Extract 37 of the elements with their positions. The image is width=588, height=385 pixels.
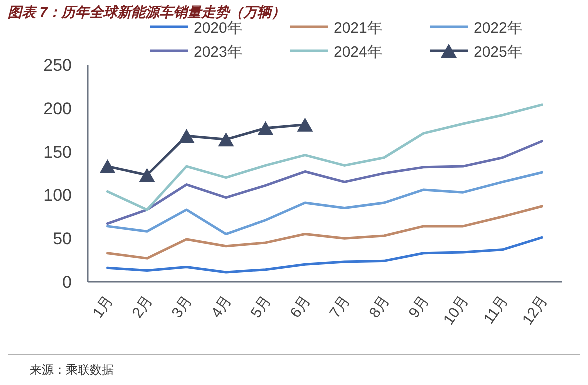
x-tick-label: 12月: [519, 292, 552, 328]
line-series: [106, 140, 544, 226]
line-series: [106, 104, 544, 212]
legend-label: 2023年: [194, 44, 242, 61]
legend-label: 2020年: [194, 20, 242, 37]
point: [297, 118, 314, 132]
legend-label: 2021年: [334, 20, 382, 37]
x-tick-label: 4月: [208, 292, 236, 322]
source-note: 来源：乘联数据: [30, 363, 114, 377]
y-tick-label: 100: [44, 186, 72, 206]
point: [100, 160, 116, 174]
y-tick-label: 250: [44, 56, 72, 75]
legend-label: 2025年: [474, 44, 522, 61]
legend-label: 2022年: [474, 20, 522, 37]
y-tick-label: 200: [44, 99, 72, 118]
x-tick-label: 9月: [406, 292, 434, 322]
point: [258, 121, 274, 136]
point: [139, 168, 156, 182]
chart-title: 图表 7：历年全球新能源车销量走势（万辆）: [8, 4, 286, 20]
line-series: [106, 171, 544, 236]
x-tick-label: 5月: [248, 292, 276, 322]
y-tick-label: 150: [44, 142, 72, 162]
x-tick-label: 1月: [90, 292, 118, 322]
x-tick-label: 7月: [326, 292, 354, 322]
point: [178, 129, 195, 144]
x-tick-label: 11月: [480, 292, 512, 328]
point: [218, 132, 234, 147]
x-tick-label: 8月: [366, 292, 394, 322]
x-tick-label: 6月: [287, 292, 315, 322]
x-tick-label: 2月: [129, 292, 157, 322]
y-tick-label: 0: [62, 273, 72, 292]
line-series: [106, 205, 544, 260]
line-series: [106, 236, 544, 274]
y-tick-label: 50: [53, 230, 72, 249]
x-tick-label: 3月: [168, 292, 196, 322]
x-tick-label: 10月: [440, 292, 473, 328]
legend-label: 2024年: [334, 44, 382, 61]
